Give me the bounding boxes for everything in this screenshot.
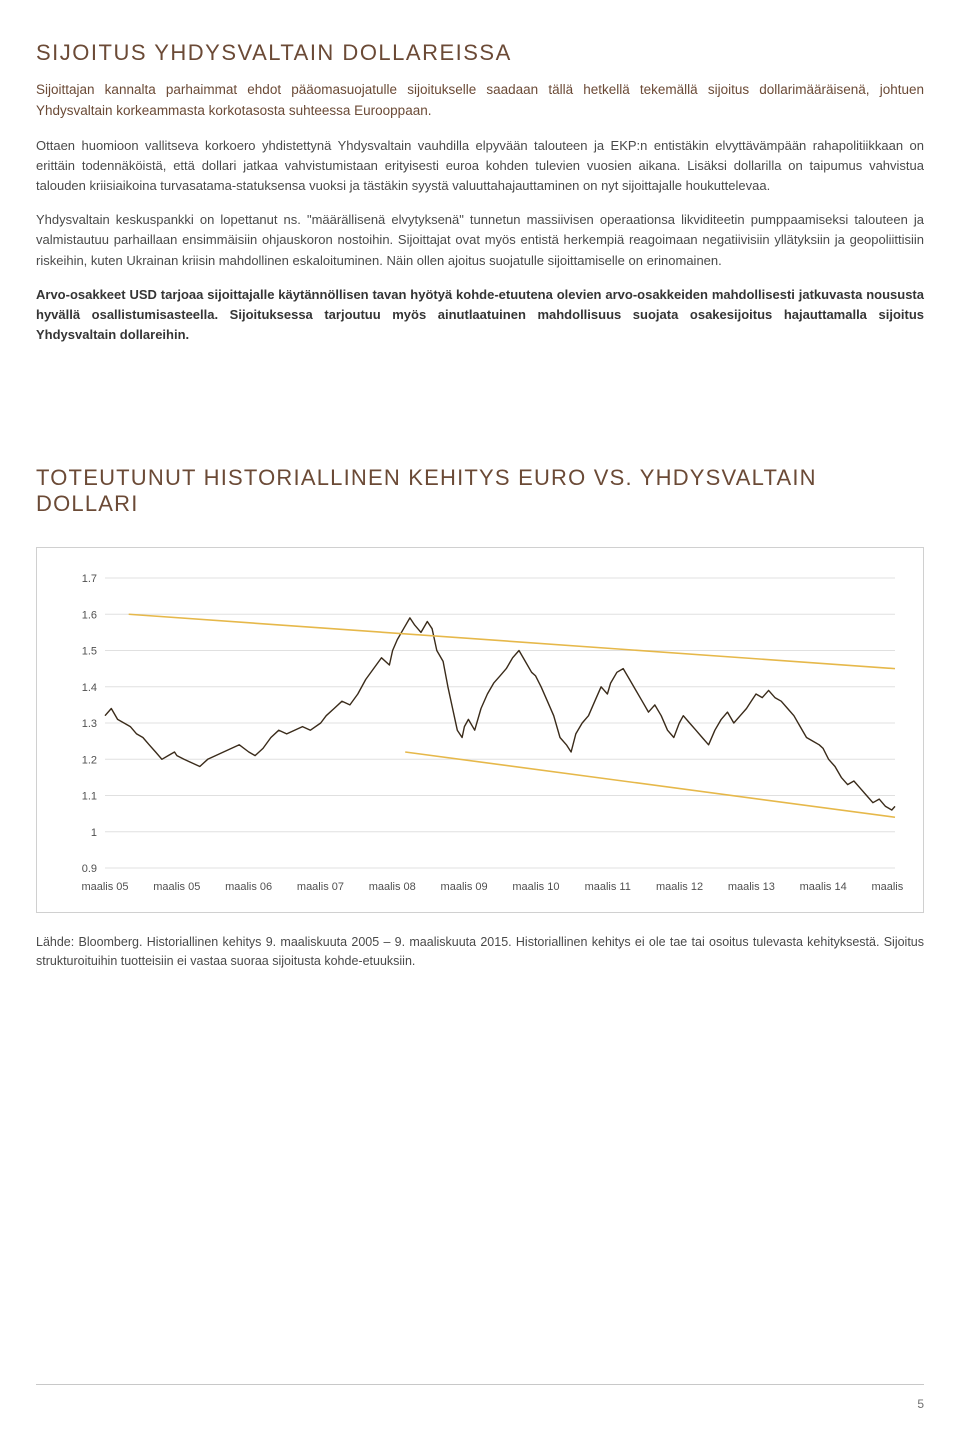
svg-text:maalis 10: maalis 10 [512, 881, 559, 893]
svg-text:maalis 15: maalis 15 [871, 881, 905, 893]
svg-text:1.2: 1.2 [82, 754, 97, 766]
svg-text:maalis 14: maalis 14 [800, 881, 847, 893]
chart-container: 0.9 1 1.1 1.2 1.3 1.4 1.5 1.6 1.7 maalis 05 maalis… [36, 547, 924, 913]
svg-text:1.7: 1.7 [82, 573, 97, 585]
svg-text:maalis 06: maalis 06 [225, 881, 272, 893]
svg-text:1.5: 1.5 [82, 646, 97, 658]
svg-text:1.4: 1.4 [82, 682, 97, 694]
svg-text:maalis 05: maalis 05 [81, 881, 128, 893]
svg-text:maalis 12: maalis 12 [656, 881, 703, 893]
svg-text:maalis 07: maalis 07 [297, 881, 344, 893]
svg-text:1.6: 1.6 [82, 609, 97, 621]
section-title-2: TOTEUTUNUT HISTORIALLINEN KEHITYS EURO V… [36, 465, 924, 517]
svg-text:1.1: 1.1 [82, 791, 97, 803]
body-paragraph-1: Ottaen huomioon vallitseva korkoero yhdi… [36, 136, 924, 196]
body-paragraph-3: Arvo-osakkeet USD tarjoaa sijoittajalle … [36, 285, 924, 345]
svg-text:maalis 09: maalis 09 [441, 881, 488, 893]
section-title-1: SIJOITUS YHDYSVALTAIN DOLLAREISSA [36, 40, 924, 66]
body-paragraph-2: Yhdysvaltain keskuspankki on lopettanut … [36, 210, 924, 270]
svg-text:maalis 08: maalis 08 [369, 881, 416, 893]
chart-footer: Lähde: Bloomberg. Historiallinen kehitys… [36, 933, 924, 971]
svg-text:1: 1 [91, 827, 97, 839]
intro-paragraph: Sijoittajan kannalta parhaimmat ehdot pä… [36, 80, 924, 122]
svg-text:maalis 13: maalis 13 [728, 881, 775, 893]
svg-text:maalis 05: maalis 05 [153, 881, 200, 893]
svg-text:maalis 11: maalis 11 [585, 881, 631, 893]
page-number: 5 [917, 1397, 924, 1411]
svg-text:0.9: 0.9 [82, 863, 97, 875]
footer-rule [36, 1384, 924, 1385]
eurusd-chart: 0.9 1 1.1 1.2 1.3 1.4 1.5 1.6 1.7 maalis 05 maalis… [55, 568, 905, 898]
svg-text:1.3: 1.3 [82, 718, 97, 730]
